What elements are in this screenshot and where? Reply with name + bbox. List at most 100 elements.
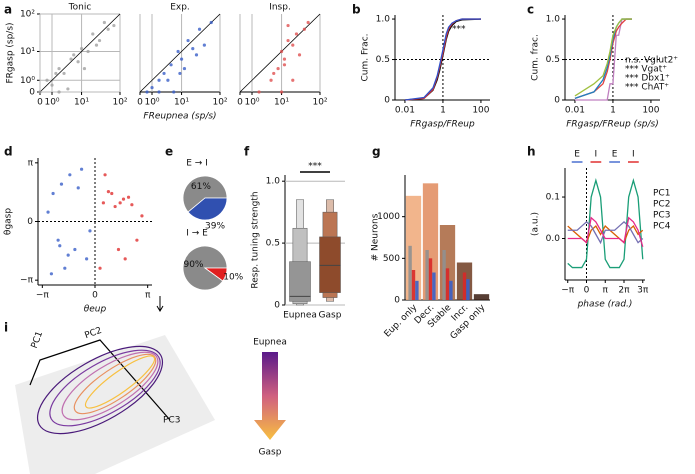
point bbox=[102, 20, 106, 25]
bar bbox=[411, 270, 416, 300]
panel-label: b bbox=[352, 3, 361, 17]
point bbox=[66, 87, 70, 91]
point bbox=[85, 257, 89, 261]
x-tick-label: 0.01 bbox=[395, 106, 415, 116]
series-line bbox=[567, 216, 644, 247]
series-line bbox=[567, 221, 644, 245]
point bbox=[76, 186, 80, 190]
phase-label: E bbox=[574, 150, 580, 160]
y-tick-label: 0 bbox=[384, 96, 390, 106]
x-tick-label: 0 bbox=[37, 98, 43, 108]
annotation: *** bbox=[308, 162, 322, 172]
point bbox=[49, 272, 54, 276]
point bbox=[257, 90, 261, 94]
x-tick-label: 10⁰ bbox=[44, 98, 59, 108]
point bbox=[98, 266, 102, 270]
bar bbox=[425, 250, 429, 300]
axis-frame bbox=[29, 339, 171, 421]
point bbox=[306, 20, 310, 25]
y-tick-label: 0 bbox=[27, 217, 33, 227]
axis-label: PC3 bbox=[163, 416, 180, 426]
pie-slice bbox=[182, 175, 228, 213]
point bbox=[121, 197, 126, 201]
series-line bbox=[404, 18, 481, 101]
point bbox=[88, 229, 92, 233]
y-tick-label: 10¹ bbox=[20, 47, 35, 57]
panel-label: f bbox=[244, 145, 250, 159]
point bbox=[169, 63, 173, 67]
y-tick-label: −π bbox=[20, 276, 34, 286]
legend-label: *** ChAT⁺ bbox=[625, 83, 669, 93]
panel-label: i bbox=[4, 321, 8, 335]
point bbox=[101, 201, 105, 205]
legend-label: n.s. Vglut2⁺ bbox=[625, 56, 678, 66]
x-tick-label: 1 bbox=[610, 106, 616, 116]
trajectory bbox=[61, 351, 159, 421]
point bbox=[179, 57, 184, 61]
y-tick-label: 1000 bbox=[377, 212, 400, 222]
pie-label: 10% bbox=[223, 273, 243, 283]
point bbox=[94, 43, 99, 47]
x-axis-label: FReupnea (sp/s) bbox=[143, 112, 216, 122]
y-tick-label: 0 bbox=[274, 301, 280, 311]
x-tick-label: 0 bbox=[92, 291, 98, 301]
bar bbox=[415, 280, 419, 300]
point bbox=[145, 90, 149, 94]
point bbox=[97, 38, 102, 43]
point bbox=[126, 195, 131, 199]
point bbox=[56, 238, 60, 242]
series-line bbox=[574, 18, 632, 99]
bar bbox=[466, 279, 470, 300]
phase-label: I bbox=[595, 150, 598, 160]
bar bbox=[449, 280, 453, 300]
point bbox=[276, 66, 280, 71]
y-tick-label: 1.0 bbox=[266, 177, 281, 187]
gradient-label: Eupnea bbox=[253, 338, 287, 348]
y-tick-label: 0 bbox=[394, 296, 400, 306]
panel-label: g bbox=[372, 145, 381, 159]
boxen-box bbox=[319, 236, 341, 293]
point bbox=[297, 53, 302, 57]
point bbox=[176, 49, 180, 54]
point bbox=[106, 190, 111, 194]
point bbox=[178, 71, 182, 76]
point bbox=[130, 203, 134, 207]
y-tick-label: 0.0 bbox=[546, 234, 561, 244]
pie-slice bbox=[203, 267, 228, 282]
x-tick-label: −π bbox=[561, 286, 575, 296]
point bbox=[57, 66, 61, 71]
point bbox=[66, 253, 70, 257]
point bbox=[76, 60, 80, 64]
x-tick-label: 10² bbox=[212, 98, 227, 108]
y-axis-label: (a.u.) bbox=[531, 212, 541, 236]
x-tick-label: 0 bbox=[137, 98, 143, 108]
point bbox=[282, 63, 287, 67]
x-tick-label: Gasp bbox=[319, 311, 342, 321]
point bbox=[140, 214, 144, 218]
point bbox=[194, 53, 199, 57]
point bbox=[91, 32, 95, 36]
x-tick-label: 100 bbox=[472, 106, 489, 116]
bar bbox=[445, 268, 450, 300]
pie-label: 61% bbox=[191, 182, 211, 192]
y-tick-label: 0.1 bbox=[546, 193, 560, 203]
point bbox=[72, 53, 76, 57]
x-tick-label: 10² bbox=[112, 98, 127, 108]
point bbox=[202, 43, 206, 47]
y-tick-label: 10⁰ bbox=[20, 76, 35, 86]
y-tick-label: 500 bbox=[383, 254, 400, 264]
series-line bbox=[574, 18, 632, 101]
point bbox=[50, 83, 54, 87]
panel-label: d bbox=[4, 145, 13, 159]
series-line bbox=[574, 18, 632, 99]
x-tick-label: 10¹ bbox=[74, 98, 89, 108]
pie-label: 39% bbox=[205, 221, 225, 231]
trajectory bbox=[84, 355, 156, 409]
legend-label: *** Vgat⁺ bbox=[625, 65, 667, 75]
point bbox=[103, 173, 107, 177]
x-axis-label: FRgasp/FReup (sp/s) bbox=[566, 120, 658, 130]
point bbox=[286, 23, 290, 28]
point bbox=[45, 78, 49, 82]
annotation: *** bbox=[452, 25, 466, 35]
